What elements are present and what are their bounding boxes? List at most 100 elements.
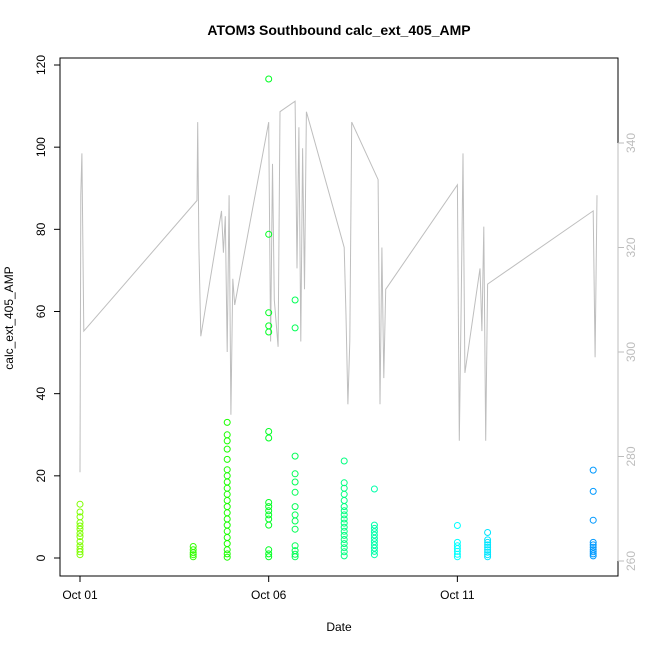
data-point <box>223 466 231 474</box>
data-point <box>265 428 273 435</box>
data-point <box>340 527 348 535</box>
left-tick-label: 0 <box>34 554 48 561</box>
data-point <box>76 533 84 541</box>
data-point <box>370 534 378 542</box>
data-point <box>589 546 597 554</box>
left-tick-label: 20 <box>34 469 48 483</box>
data-point <box>223 497 231 504</box>
data-point <box>340 507 348 515</box>
data-point <box>265 75 273 83</box>
data-point <box>76 538 84 546</box>
right-tick-label: 340 <box>624 133 638 153</box>
bottom-tick-label: Oct 01 <box>62 588 98 602</box>
chart-title: ATOM3 Southbound calc_ext_405_AMP <box>207 22 470 38</box>
data-point <box>223 418 231 426</box>
data-point <box>370 531 378 539</box>
data-point <box>189 543 197 550</box>
data-point <box>265 521 273 529</box>
data-point <box>291 547 299 555</box>
data-point <box>223 455 231 463</box>
data-point <box>76 508 84 516</box>
data-point <box>340 497 348 504</box>
data-point <box>291 452 299 460</box>
data-point <box>265 515 273 523</box>
data-point <box>484 529 492 536</box>
data-point <box>453 553 461 561</box>
data-point <box>370 538 378 546</box>
data-point <box>370 551 378 559</box>
right-tick-label: 260 <box>624 551 638 571</box>
bottom-tick-label: Oct 11 <box>440 588 475 602</box>
data-point <box>223 484 231 492</box>
data-point <box>484 546 492 554</box>
data-point <box>291 470 299 478</box>
data-point <box>484 538 492 546</box>
data-point <box>265 511 273 519</box>
data-point <box>484 551 492 559</box>
data-point <box>340 503 348 511</box>
plot-area: 260 280 300 320 340 0 20 40 60 80 100 120 Oct 01 Oct … <box>34 55 638 602</box>
data-point <box>291 324 299 332</box>
left-tick-label: 60 <box>34 305 48 319</box>
data-point <box>370 485 378 493</box>
data-point <box>589 541 597 549</box>
data-point <box>223 534 231 541</box>
data-point <box>589 466 597 474</box>
data-point <box>370 528 378 536</box>
data-point <box>189 551 197 559</box>
data-point <box>76 545 84 553</box>
data-point <box>589 487 597 495</box>
data-point <box>265 322 273 330</box>
data-point <box>76 529 84 537</box>
secondary-series-line <box>79 100 598 473</box>
data-point <box>291 517 299 525</box>
data-point <box>189 553 197 561</box>
data-point <box>223 509 231 517</box>
data-point <box>340 540 348 548</box>
data-point <box>223 490 231 498</box>
data-point <box>223 515 231 523</box>
data-point <box>589 538 597 546</box>
data-point <box>484 548 492 556</box>
data-point <box>223 521 231 529</box>
data-point <box>340 548 348 556</box>
data-point <box>223 527 231 535</box>
data-point <box>340 523 348 531</box>
data-point <box>291 478 299 486</box>
data-point <box>340 490 348 498</box>
data-point <box>291 488 299 496</box>
data-point <box>265 230 273 238</box>
data-point <box>291 542 299 550</box>
data-point <box>265 507 273 515</box>
data-point <box>340 536 348 543</box>
left-tick-label: 120 <box>34 55 48 75</box>
data-point <box>453 542 461 550</box>
data-point <box>340 511 348 519</box>
data-point <box>291 296 299 304</box>
data-point <box>76 542 84 550</box>
data-point <box>265 434 273 442</box>
data-point <box>484 541 492 549</box>
right-tick-label: 280 <box>624 446 638 466</box>
data-point <box>291 503 299 511</box>
data-point <box>76 522 84 530</box>
data-point <box>589 550 597 558</box>
right-tick-label: 300 <box>624 342 638 362</box>
data-point <box>223 546 231 554</box>
data-point <box>340 519 348 527</box>
left-tick-label: 40 <box>34 387 48 401</box>
bottom-tick-label: Oct 06 <box>251 588 287 602</box>
data-point <box>340 544 348 552</box>
data-point <box>265 546 273 554</box>
data-point <box>223 445 231 453</box>
data-point <box>340 552 348 560</box>
data-point <box>189 546 197 554</box>
data-point <box>223 553 231 561</box>
data-point <box>453 538 461 546</box>
data-point <box>340 457 348 465</box>
data-point <box>291 550 299 558</box>
x-axis-title: Date <box>326 620 352 634</box>
data-point <box>484 553 492 561</box>
data-point <box>265 503 273 511</box>
